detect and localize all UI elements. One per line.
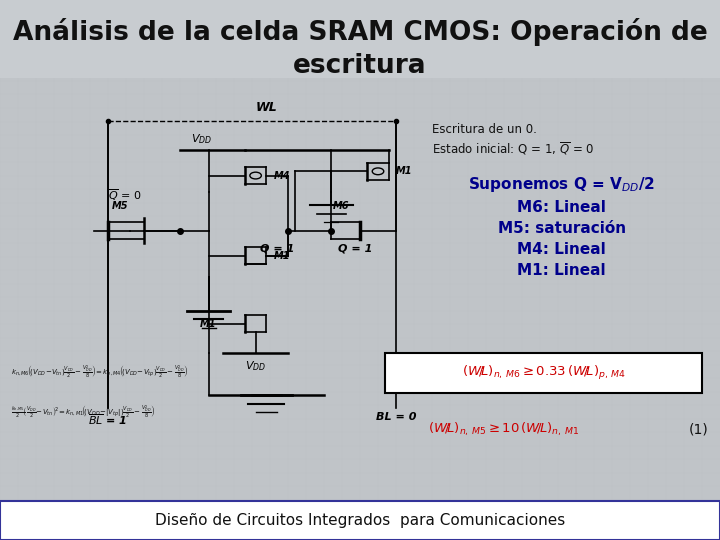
Text: M6: Lineal: M6: Lineal [517,200,606,215]
Text: M1: M1 [199,319,216,328]
Text: $\frac{k_{n,M5}}{2}\!\left(\frac{V_{DD}}{2}\!-\!V_{tn}\right)^{\!2}\!=k_{n,M1}\!: $\frac{k_{n,M5}}{2}\!\left(\frac{V_{DD}}… [11,404,156,420]
Text: M5: saturación: M5: saturación [498,221,626,236]
Text: M4: M4 [274,171,290,180]
Text: Estado inicial: Q = 1, $\overline{Q}$ = 0: Estado inicial: Q = 1, $\overline{Q}$ = … [432,140,594,157]
Text: Q = 1: Q = 1 [260,243,294,253]
Text: $k_{n,M6}\!\left(\!(V_{DD}\!-\!V_{tn})\frac{V_{DD}}{2}-\frac{V_{DD}^2}{8}\right): $k_{n,M6}\!\left(\!(V_{DD}\!-\!V_{tn})\f… [11,364,189,380]
Text: escritura: escritura [293,53,427,79]
Text: $\overline{BL}$ = 1: $\overline{BL}$ = 1 [89,413,127,427]
Text: M5: M5 [112,201,128,212]
Text: (1): (1) [688,422,708,436]
Text: M1: Lineal: M1: Lineal [517,263,606,278]
Text: $(W\!/\!L)_{n,\,M5} \geq 10\,(W\!/\!L)_{n,\,M1}$: $(W\!/\!L)_{n,\,M5} \geq 10\,(W\!/\!L)_{… [428,421,580,438]
Text: $V_{DD}$: $V_{DD}$ [245,360,266,373]
Text: Suponemos Q = V$_{DD}$/2: Suponemos Q = V$_{DD}$/2 [468,174,655,193]
Text: M4: Lineal: M4: Lineal [517,242,606,257]
Text: $V_{DD}$: $V_{DD}$ [191,132,212,146]
Text: Q = 1: Q = 1 [338,243,373,253]
Text: $(W\!/\!L)_{n,\,M6} \geq 0.33\,(W\!/\!L)_{p,\,M4}$: $(W\!/\!L)_{n,\,M6} \geq 0.33\,(W\!/\!L)… [462,364,626,382]
Text: Análisis de la celda SRAM CMOS: Operación de: Análisis de la celda SRAM CMOS: Operació… [13,18,707,46]
Text: M1: M1 [274,251,290,261]
Text: M6: M6 [333,201,349,212]
FancyBboxPatch shape [385,353,702,393]
Text: M1: M1 [396,166,413,177]
Text: Diseño de Circuitos Integrados  para Comunicaciones: Diseño de Circuitos Integrados para Comu… [155,513,565,528]
Text: BL = 0: BL = 0 [376,413,416,422]
Text: Escritura de un 0.: Escritura de un 0. [432,123,537,136]
Text: WL: WL [256,101,277,114]
Text: $\overline{Q}$ = 0: $\overline{Q}$ = 0 [108,187,141,203]
